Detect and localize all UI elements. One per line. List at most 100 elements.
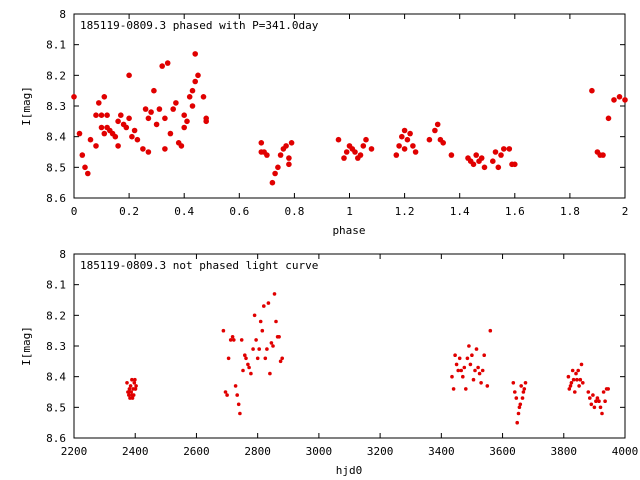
unphased-data-point	[594, 399, 598, 404]
unphased-data-point	[459, 368, 464, 373]
unphased-y-axis-title: I[mag]	[20, 326, 33, 366]
phased-x-tick-label: 2	[622, 205, 629, 218]
phased-data-point	[478, 155, 485, 161]
phased-data-point	[470, 161, 477, 168]
phased-data-point	[200, 94, 207, 100]
phased-data-point	[341, 155, 347, 161]
unphased-y-tick-label: 8	[59, 248, 66, 261]
unphased-data-point	[130, 396, 135, 400]
unphased-data-point	[586, 390, 591, 394]
phased-data-point	[192, 51, 198, 57]
unphased-data-point	[260, 328, 265, 333]
unphased-data-point	[228, 338, 233, 342]
phased-data-point	[186, 94, 193, 100]
phased-data-point	[195, 72, 201, 79]
unphased-data-point	[230, 335, 235, 339]
unphased-data-point	[471, 377, 476, 382]
phased-x-tick-label: 0.2	[119, 205, 139, 218]
unphased-data-point	[456, 368, 461, 373]
unphased-data-point	[258, 319, 263, 324]
phased-data-point	[611, 97, 617, 103]
unphased-y-tick-label: 8.6	[46, 432, 66, 445]
unphased-data-point	[130, 393, 134, 397]
unphased-x-axis-title: hjd0	[336, 464, 363, 477]
unphased-data-point	[132, 381, 137, 385]
unphased-data-point	[588, 396, 592, 400]
unphased-data-point	[473, 368, 477, 373]
phased-data-point	[600, 152, 606, 158]
unphased-data-point	[133, 377, 137, 382]
unphased-data-point	[225, 393, 229, 397]
phased-data-point	[129, 133, 135, 140]
unphased-data-point	[461, 374, 465, 379]
phased-data-point	[145, 149, 152, 155]
phased-data-point	[164, 60, 171, 66]
unphased-x-tick-label: 2400	[122, 445, 149, 458]
unphased-x-tick-label: 2800	[244, 445, 271, 458]
unphased-data-point	[271, 344, 275, 348]
unphased-y-tick-label: 8.3	[46, 340, 66, 353]
unphased-data-point	[476, 365, 480, 370]
phased-data-point	[286, 155, 292, 161]
phased-data-point	[131, 127, 138, 134]
unphased-data-point	[450, 374, 454, 379]
phased-data-point	[404, 136, 411, 143]
phased-data-point	[93, 112, 99, 118]
unphased-data-point	[488, 328, 493, 333]
unphased-data-point	[265, 347, 269, 351]
unphased-data-point	[567, 387, 572, 391]
phased-data-point	[495, 164, 502, 171]
unphased-x-tick-label: 3000	[306, 445, 333, 458]
phased-data-point	[264, 152, 270, 158]
unphased-x-tick-label: 3400	[428, 445, 455, 458]
unphased-data-point	[601, 390, 606, 394]
unphased-data-point	[519, 384, 523, 388]
phased-data-point	[286, 161, 292, 168]
unphased-data-point	[467, 344, 471, 348]
phased-data-point	[71, 94, 77, 100]
unphased-data-point	[465, 356, 470, 361]
phased-data-point	[162, 115, 168, 122]
phased-y-tick-label: 8	[59, 8, 66, 21]
phased-data-point	[616, 94, 623, 100]
unphased-data-point	[595, 396, 600, 400]
unphased-data-point	[468, 362, 473, 367]
unphased-data-point	[591, 393, 595, 397]
phased-data-point	[142, 106, 149, 112]
unphased-data-point	[236, 402, 241, 407]
phased-x-tick-label: 1.8	[560, 205, 580, 218]
phased-data-point	[76, 130, 83, 137]
unphased-chart: 2200 2400 2600 2800 3000 3200 3400 3600 3800 4000…	[20, 248, 638, 477]
phased-y-tick-label: 8.3	[46, 100, 66, 113]
phased-data-point	[335, 136, 342, 143]
phased-data-point	[101, 94, 108, 100]
phased-data-point	[396, 143, 402, 149]
phased-x-tick-label: 1.2	[395, 205, 415, 218]
phased-data-point	[96, 100, 102, 106]
unphased-data-point	[597, 399, 601, 404]
unphased-data-point	[257, 347, 262, 351]
phased-data-point	[277, 152, 284, 158]
phased-data-point	[184, 118, 190, 125]
unphased-x-tick-label: 2200	[61, 445, 88, 458]
phased-data-point	[112, 133, 119, 140]
unphased-data-point	[241, 368, 245, 373]
phased-data-point	[178, 143, 185, 149]
unphased-data-point	[477, 371, 482, 376]
unphased-data-point	[522, 387, 527, 391]
unphased-data-point	[513, 390, 517, 394]
phased-data-point	[126, 115, 132, 122]
unphased-data-point	[514, 396, 519, 400]
unphased-x-ticks: 2200 2400 2600 2800 3000 3200 3400 3600 3800 4000	[61, 254, 638, 458]
unphased-data-point	[263, 356, 268, 361]
phased-y-tick-label: 8.1	[46, 39, 66, 52]
unphased-data-point	[579, 362, 584, 367]
phased-data-point	[363, 136, 369, 143]
phased-data-point	[123, 124, 130, 131]
phased-data-point	[506, 146, 513, 152]
unphased-data-point	[521, 390, 526, 394]
phased-data-point	[85, 170, 91, 177]
phased-data-point	[393, 152, 400, 158]
unphased-data-point	[246, 362, 250, 367]
